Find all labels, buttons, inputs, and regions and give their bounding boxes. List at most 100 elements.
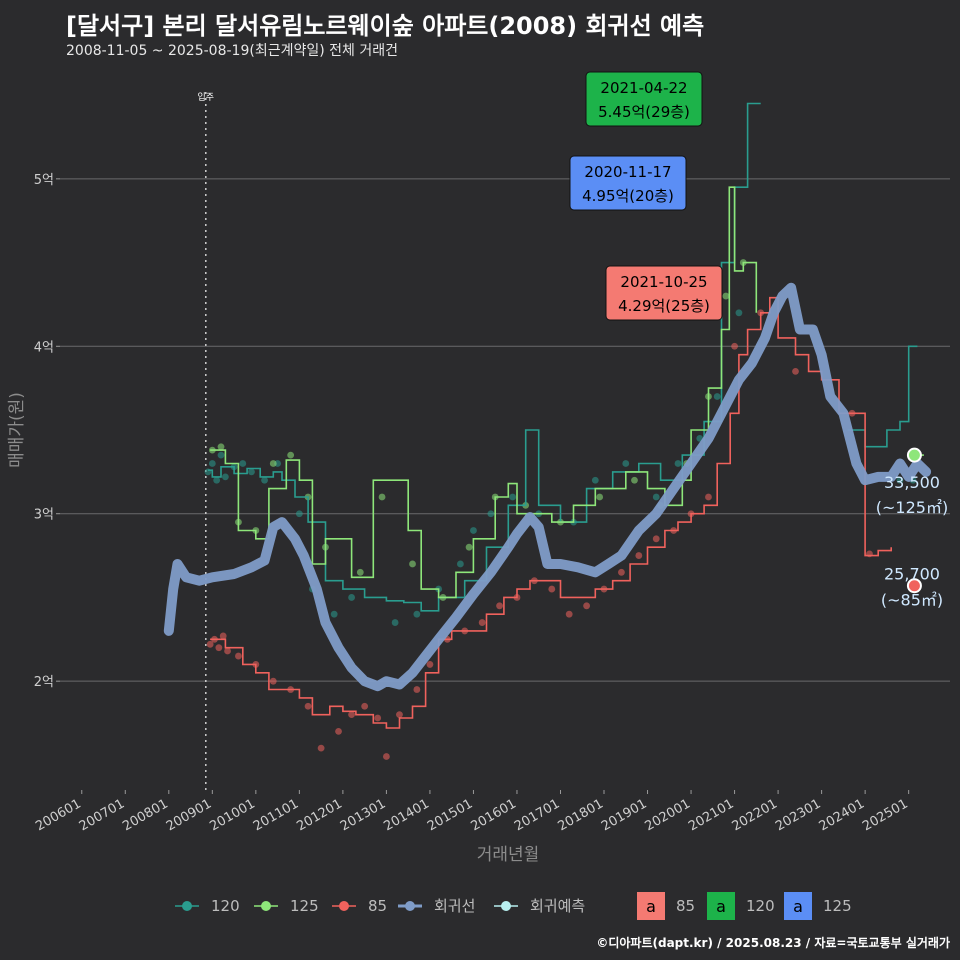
x-tick-label: 202201 bbox=[730, 796, 780, 834]
legend-label: 85 bbox=[368, 897, 387, 915]
x-tick-label: 200901 bbox=[164, 796, 214, 834]
scatter-point-85 bbox=[335, 727, 342, 735]
x-tick-label: 201301 bbox=[338, 796, 388, 834]
scatter-point-125 bbox=[409, 560, 416, 568]
scatter-point-120 bbox=[591, 476, 599, 484]
series-line-120 bbox=[847, 345, 918, 448]
scatter-point-120 bbox=[391, 619, 399, 626]
scatter-point-85 bbox=[235, 652, 242, 660]
scatter-point-85 bbox=[361, 702, 369, 710]
scatter-point-85 bbox=[618, 568, 625, 576]
x-tick-label: 200801 bbox=[120, 796, 170, 834]
scatter-point-120 bbox=[674, 460, 682, 467]
credit-text: ©디아파트(dapt.kr) / 2025.08.23 / 자료=국토교통부 실… bbox=[596, 936, 950, 950]
scatter-point-85 bbox=[348, 711, 355, 719]
legend-key-box bbox=[637, 892, 665, 920]
callout-value: 4.95억(20층) bbox=[582, 187, 674, 205]
callout-date: 2020-11-17 bbox=[584, 163, 671, 181]
x-tick-label: 201501 bbox=[425, 796, 475, 834]
page-title: [달서구] 본리 달서유림노르웨이숲 아파트(2008) 회귀선 예측 bbox=[66, 12, 705, 40]
series-line-85 bbox=[210, 296, 892, 729]
forecast-marker bbox=[906, 578, 922, 594]
x-tick-label: 201201 bbox=[294, 796, 344, 834]
scatter-point-120 bbox=[487, 510, 495, 518]
x-tick-label: 200601 bbox=[33, 796, 83, 834]
scatter-point-120 bbox=[456, 560, 464, 568]
forecast-price-label: 33,500 bbox=[884, 473, 940, 492]
scatter-point-125 bbox=[631, 476, 638, 484]
scatter-point-125 bbox=[217, 443, 225, 451]
x-axis-title: 거래년월 bbox=[477, 845, 540, 865]
scatter-point-85 bbox=[219, 632, 227, 640]
scatter-point-120 bbox=[713, 393, 721, 400]
scatter-point-120 bbox=[248, 468, 255, 476]
scatter-point-85 bbox=[635, 552, 643, 559]
scatter-point-85 bbox=[792, 367, 799, 375]
scatter-point-85 bbox=[583, 602, 591, 610]
legend-box-label: 120 bbox=[746, 897, 775, 915]
legend-key-dot bbox=[501, 901, 511, 911]
legend-key-box bbox=[784, 892, 812, 920]
scatter-point-85 bbox=[269, 677, 277, 685]
forecast-price-label: 25,700 bbox=[884, 565, 940, 584]
scatter-point-125 bbox=[378, 493, 386, 501]
callout-value: 4.29억(25층) bbox=[618, 297, 710, 315]
callout-box bbox=[569, 155, 687, 211]
legend: 120 125 85 회귀선 회귀예측 a 85 a 120 a 125 bbox=[175, 892, 852, 920]
scatter-point-85 bbox=[224, 647, 231, 655]
legend-box-label: 85 bbox=[676, 897, 695, 915]
scatter-point-120 bbox=[295, 510, 303, 518]
callout-date: 2021-04-22 bbox=[600, 79, 687, 97]
scatter-point-125 bbox=[269, 460, 277, 467]
callout-box bbox=[605, 265, 723, 321]
legend-box-glyph: a bbox=[646, 897, 656, 916]
x-tick-label: 200701 bbox=[77, 796, 127, 834]
scatter-point-85 bbox=[383, 753, 390, 760]
forecast-area-label: (~85㎡) bbox=[881, 591, 943, 610]
legend-label: 125 bbox=[290, 897, 319, 915]
scatter-point-120 bbox=[221, 473, 229, 481]
scatter-point-120 bbox=[239, 460, 247, 467]
scatter-point-120 bbox=[735, 309, 743, 317]
scatter-point-120 bbox=[261, 476, 268, 484]
scatter-point-85 bbox=[565, 610, 573, 618]
scatter-point-85 bbox=[705, 493, 712, 501]
scatter-point-85 bbox=[478, 619, 486, 626]
x-tick-label: 202001 bbox=[643, 796, 693, 834]
x-tick-label: 201001 bbox=[207, 796, 257, 834]
callout-value: 5.45억(29층) bbox=[598, 103, 690, 121]
series-line-120 bbox=[208, 102, 761, 612]
y-tick-label: 5억 bbox=[34, 173, 54, 188]
scatter-point-85 bbox=[496, 602, 503, 610]
legend-key-box bbox=[707, 892, 735, 920]
scatter-point-120 bbox=[652, 493, 660, 501]
page-subtitle: 2008-11-05 ~ 2025-08-19(최근계약일) 전체 거래건 bbox=[66, 43, 398, 59]
scatter-point-120 bbox=[470, 527, 477, 534]
legend-key-dot bbox=[182, 901, 192, 911]
scatter-point-120 bbox=[509, 493, 517, 501]
x-tick-label: 202401 bbox=[817, 796, 867, 834]
scatter-point-85 bbox=[304, 702, 312, 710]
scatter-point-120 bbox=[896, 476, 904, 484]
callout-box bbox=[585, 71, 703, 127]
forecast-marker bbox=[906, 447, 922, 463]
scatter-point-120 bbox=[622, 460, 630, 467]
legend-box-label: 125 bbox=[823, 897, 852, 915]
x-tick-label: 201401 bbox=[381, 796, 431, 834]
scatter-point-85 bbox=[413, 686, 421, 693]
legend-label: 회귀예측 bbox=[530, 897, 585, 915]
legend-key-dot bbox=[339, 901, 349, 911]
legend-label: 회귀선 bbox=[434, 897, 475, 915]
scatter-point-120 bbox=[413, 610, 421, 618]
x-tick-label: 201901 bbox=[599, 796, 649, 834]
scatter-point-125 bbox=[287, 451, 295, 459]
legend-key-dot bbox=[261, 901, 271, 911]
y-tick-label: 4억 bbox=[34, 340, 54, 355]
legend-label: 120 bbox=[211, 897, 240, 915]
scatter-point-85 bbox=[652, 535, 660, 543]
scatter-point-85 bbox=[215, 644, 223, 652]
y-axis-title: 매매가(원) bbox=[7, 392, 27, 468]
scatter-point-120 bbox=[213, 476, 221, 484]
x-tick-label: 201601 bbox=[468, 796, 518, 834]
